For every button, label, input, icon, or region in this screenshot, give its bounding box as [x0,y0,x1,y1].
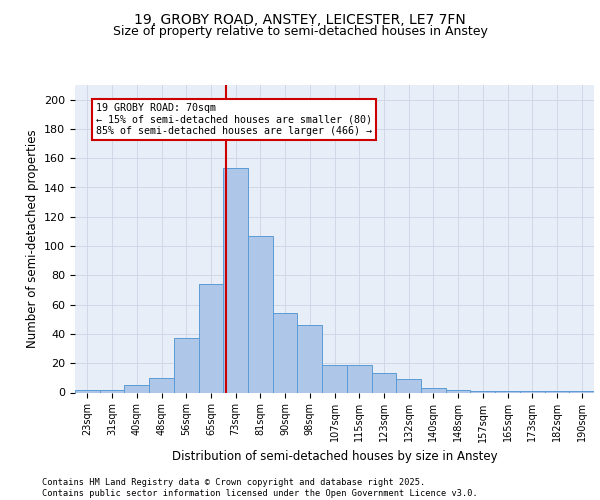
X-axis label: Distribution of semi-detached houses by size in Anstey: Distribution of semi-detached houses by … [172,450,497,463]
Bar [174,338,199,392]
Bar [149,378,174,392]
Bar [421,388,446,392]
Bar [470,391,495,392]
Bar [495,391,520,392]
Text: 19 GROBY ROAD: 70sqm
← 15% of semi-detached houses are smaller (80)
85% of semi-: 19 GROBY ROAD: 70sqm ← 15% of semi-detac… [96,102,372,136]
Bar [75,390,100,392]
Bar [322,364,347,392]
Bar [347,364,371,392]
Text: 19, GROBY ROAD, ANSTEY, LEICESTER, LE7 7FN: 19, GROBY ROAD, ANSTEY, LEICESTER, LE7 7… [134,12,466,26]
Bar [223,168,248,392]
Bar [298,325,322,392]
Text: Size of property relative to semi-detached houses in Anstey: Size of property relative to semi-detach… [113,25,487,38]
Bar [569,391,594,392]
Bar [100,390,124,392]
Bar [371,374,396,392]
Bar [446,390,470,392]
Bar [199,284,223,393]
Bar [248,236,273,392]
Bar [124,385,149,392]
Y-axis label: Number of semi-detached properties: Number of semi-detached properties [26,130,38,348]
Bar [396,380,421,392]
Bar [520,391,545,392]
Text: Contains HM Land Registry data © Crown copyright and database right 2025.
Contai: Contains HM Land Registry data © Crown c… [42,478,478,498]
Bar [273,314,298,392]
Bar [545,391,569,392]
